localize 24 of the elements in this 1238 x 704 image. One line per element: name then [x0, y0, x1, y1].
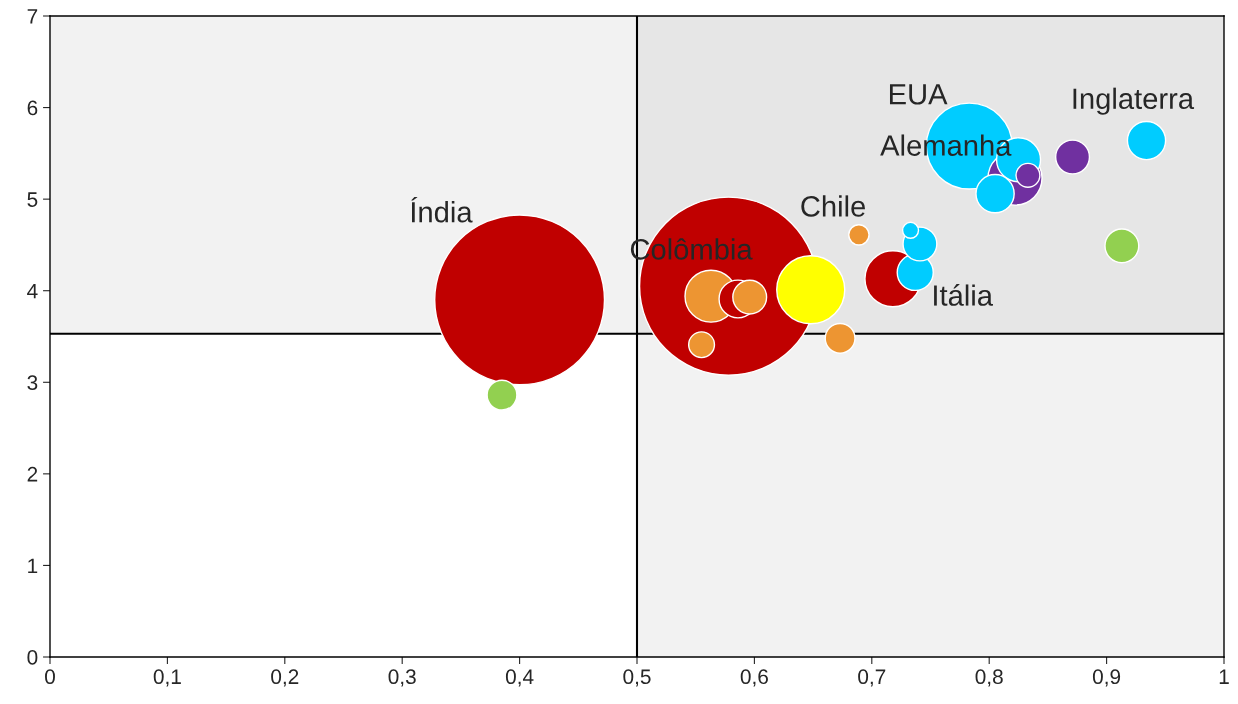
x-tick-label: 0,2: [271, 669, 299, 687]
y-tick-label: 3: [27, 375, 38, 391]
annotation: Chile: [801, 195, 865, 217]
y-tick-label: 2: [27, 466, 38, 482]
y-tick-label: 1: [28, 558, 38, 573]
y-tick-label: 5: [27, 192, 38, 207]
annotation: Inglaterra: [1073, 87, 1195, 115]
y-tick-label: 7: [27, 9, 38, 24]
annotation: Índia: [411, 196, 473, 223]
x-tick-label: 0: [45, 669, 55, 685]
x-tick-label: 0,1: [153, 669, 181, 687]
y-tick-label: 4: [27, 283, 38, 299]
x-tick-label: 1: [1219, 669, 1229, 684]
x-tick-label: 0,9: [1092, 669, 1121, 687]
x-tick-label: 0,6: [740, 669, 768, 687]
y-tick-label: 0: [27, 650, 38, 665]
annotation: EUA: [889, 84, 948, 105]
annotation: Itália: [934, 284, 993, 306]
x-tick-label: 0,5: [623, 669, 651, 687]
x-tick-label: 0,8: [975, 669, 1003, 687]
y-tick-label: 6: [27, 100, 38, 116]
x-tick-label: 0,7: [858, 669, 886, 687]
x-tick-label: 0,4: [505, 669, 534, 687]
x-tick-label: 0,3: [388, 669, 416, 687]
